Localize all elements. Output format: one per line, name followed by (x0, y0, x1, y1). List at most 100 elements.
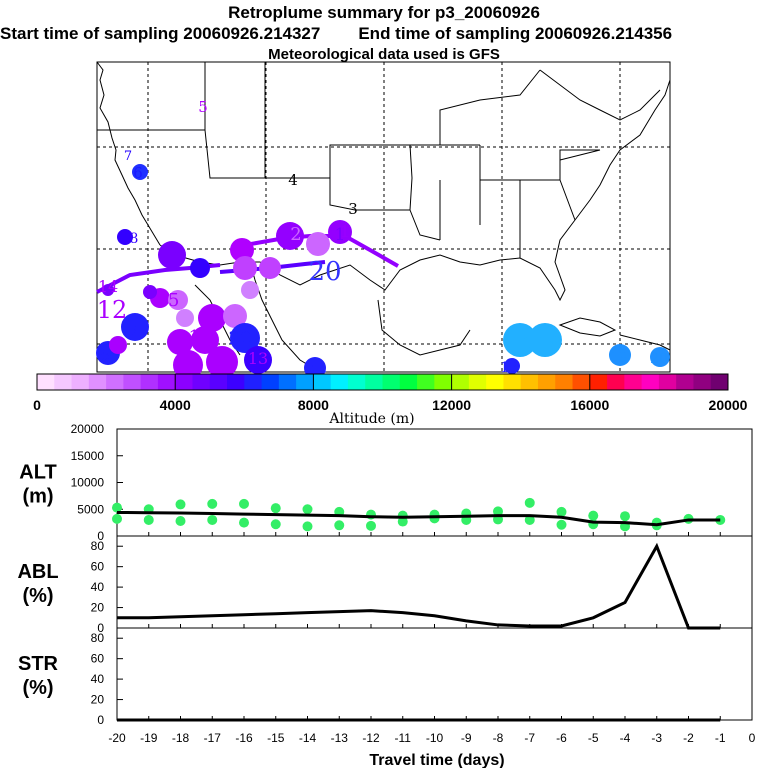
colorbar-swatch (572, 374, 591, 390)
plume-blob (276, 222, 304, 250)
scatter-point (270, 503, 281, 514)
colorbar-tick-label: 16000 (570, 397, 609, 413)
colorbar-label: Altitude (m) (328, 411, 414, 427)
plume-label: 20 (308, 257, 341, 287)
plume-blob (609, 344, 631, 366)
plume-label: 3 (348, 200, 358, 218)
plume-blob (143, 285, 157, 299)
x-tick-label: -4 (620, 731, 631, 745)
colorbar-swatch (624, 374, 643, 390)
plume-blob (233, 256, 257, 280)
colorbar-tick-label: 8000 (298, 397, 329, 413)
y-tick-label: 10000 (71, 476, 105, 490)
plume-blob (230, 238, 254, 262)
x-tick-label: -17 (204, 731, 222, 745)
x-tick-label: -6 (556, 731, 567, 745)
series-line (116, 510, 721, 527)
colorbar-swatch (261, 374, 280, 390)
plume-blob (244, 346, 272, 374)
plume-blob (528, 323, 562, 357)
scatter-point (207, 498, 218, 509)
plume-blob (650, 347, 670, 367)
x-tick-label: -9 (461, 731, 472, 745)
scatter-point (397, 516, 408, 527)
plume-label: 20 (650, 351, 668, 367)
x-tick-label: -7 (524, 731, 535, 745)
plume-blob (306, 232, 330, 256)
colorbar-swatch (157, 374, 176, 390)
colorbar-swatch (209, 374, 228, 390)
colorbar-swatch (140, 374, 159, 390)
plume-label: 3 (318, 233, 328, 252)
plume-label: 15 (157, 290, 180, 311)
x-tick-label: -15 (267, 731, 285, 745)
plume-label: 5 (198, 98, 208, 116)
plume-blob (176, 309, 194, 327)
panel-0: 0 5000 10000 15000 20000 ALT(m) (19, 422, 753, 543)
plume-label: 1 (335, 225, 346, 245)
plume-label: 12 (97, 296, 128, 324)
x-tick-label: -12 (362, 731, 380, 745)
colorbar-swatch (486, 374, 504, 390)
colorbar-swatch (106, 374, 124, 390)
colorbar-swatch (382, 374, 401, 390)
colorbar-swatch (88, 374, 107, 390)
plume-label: 13 (500, 360, 518, 376)
colorbar-swatch (607, 374, 625, 390)
plume-label: 8 (130, 231, 139, 247)
y-tick-label: 60 (91, 652, 105, 666)
colorbar-swatch (503, 374, 522, 390)
x-tick-label: -11 (395, 731, 412, 745)
plume-blob (168, 290, 188, 310)
plume-blob (158, 241, 186, 269)
panel-1: 0 20 40 60 80 ABL(%) (17, 535, 753, 635)
colorbar-swatch (54, 374, 73, 390)
plume-blob (328, 220, 352, 244)
met-data-label: Meteorological data used is GFS (268, 46, 500, 63)
y-tick-label: 40 (91, 672, 105, 686)
y-tick-label: 80 (91, 539, 105, 553)
colorbar-swatch (123, 374, 142, 390)
x-tick-label: -14 (299, 731, 317, 745)
plume-label: 18 (535, 331, 560, 355)
x-tick-label: -13 (331, 731, 349, 745)
plume-blob (132, 164, 148, 180)
colorbar-swatch (641, 374, 660, 390)
scatter-point (175, 499, 186, 510)
colorbar-swatch (347, 374, 366, 390)
plume-label: 4 (288, 171, 298, 189)
y-tick-label: 0 (97, 529, 104, 543)
y-tick-label: 20 (91, 601, 105, 615)
colorbar-swatch (693, 374, 712, 390)
y-tick-label: 80 (91, 631, 105, 645)
map-coastlines (96, 61, 671, 373)
colorbar-tick-label: 12000 (432, 397, 471, 413)
plume-blob (230, 323, 260, 353)
colorbar-swatch (37, 374, 55, 390)
plume-blob (504, 358, 520, 374)
y-axis-label: (%) (22, 677, 53, 699)
plume-blob (198, 304, 226, 332)
colorbar-swatch (399, 374, 418, 390)
x-tick-label: -10 (426, 731, 444, 745)
scatter-point (334, 520, 345, 531)
plume-label: 6 (133, 164, 143, 182)
y-tick-label: 5000 (77, 502, 104, 516)
plume-blob (167, 329, 193, 355)
x-tick-label: -1 (715, 731, 726, 745)
y-tick-label: 0 (97, 621, 104, 635)
colorbar-swatch (330, 374, 349, 390)
y-tick-label: 15000 (71, 449, 105, 463)
colorbar-tick-label: 4000 (160, 397, 191, 413)
x-tick-label: -2 (683, 731, 694, 745)
page-title: Retroplume summary for p3_20060926 (228, 3, 540, 22)
scatter-point (112, 502, 122, 513)
plume-blob (117, 229, 133, 245)
plume-blob (121, 313, 149, 341)
y-tick-label: 20 (91, 693, 105, 707)
colorbar-swatch (555, 374, 574, 390)
y-tick-label: 40 (91, 580, 105, 594)
y-tick-label: 60 (91, 560, 105, 574)
x-tick-label: -20 (108, 731, 126, 745)
